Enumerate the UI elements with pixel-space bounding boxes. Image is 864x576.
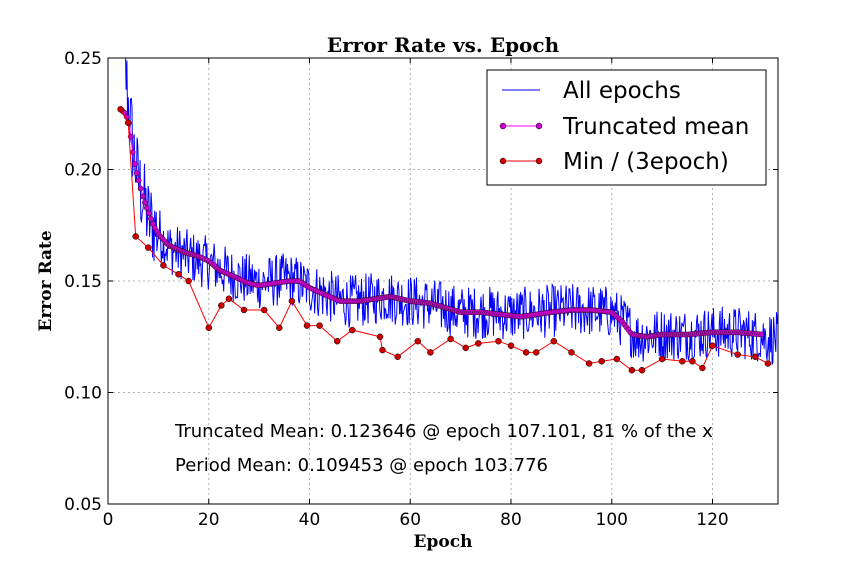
x-tick-label: 20 [198, 510, 220, 530]
min-3epoch-point [679, 358, 686, 365]
min-3epoch-point [462, 344, 469, 352]
min-3epoch-point [205, 324, 213, 332]
truncated-mean-point [139, 193, 146, 200]
min-3epoch-point [175, 271, 182, 278]
truncated-mean-point [135, 177, 142, 184]
truncated-mean-point [129, 149, 136, 155]
min-3epoch-point [550, 337, 558, 345]
truncated-mean-point [147, 215, 154, 222]
series-line-all-epochs [121, 58, 778, 366]
min-3epoch-point [628, 366, 636, 374]
min-3epoch-point [699, 364, 706, 372]
min-3epoch-point [507, 342, 515, 349]
min-3epoch-point [658, 355, 666, 363]
min-3epoch-point [585, 360, 593, 367]
truncated-mean-point [758, 331, 765, 338]
min-3epoch-point [709, 342, 716, 349]
y-tick-label: 0.10 [64, 384, 102, 404]
plot-area [117, 58, 778, 374]
truncated-mean-point [131, 161, 138, 167]
x-tick-label: 100 [596, 510, 628, 530]
x-tick-label: 60 [399, 510, 421, 530]
min-3epoch-point [379, 346, 386, 354]
x-tick-label: 80 [500, 510, 522, 530]
min-3epoch-point [495, 337, 502, 345]
min-3epoch-point [734, 351, 741, 358]
min-3epoch-point [532, 349, 540, 356]
truncated-mean-annotation: Truncated Mean: 0.123646 @ epoch 107.101… [174, 421, 713, 442]
min-3epoch-point [160, 262, 167, 269]
legend-marker-min-3epoch [499, 157, 507, 165]
x-tick-label: 120 [696, 510, 728, 530]
min-3epoch-point [303, 322, 311, 329]
min-3epoch-point [316, 322, 323, 329]
legend-label-min-3epoch: Min / (3epoch) [563, 149, 729, 175]
min-3epoch-point [568, 349, 575, 356]
min-3epoch-point [689, 358, 696, 365]
period-mean-annotation: Period Mean: 0.109453 @ epoch 103.776 [175, 455, 548, 476]
y-tick-label: 0.25 [64, 49, 102, 69]
legend-marker-truncated-mean [535, 122, 543, 130]
min-3epoch-point [276, 324, 283, 332]
y-axis-label: Error Rate [36, 230, 56, 331]
min-3epoch-point [764, 360, 772, 367]
chart-title: Error Rate vs. Epoch [327, 33, 560, 57]
min-3epoch-point [185, 277, 192, 285]
min-3epoch-point [394, 353, 401, 361]
min-3epoch-point [349, 326, 356, 334]
y-tick-label: 0.05 [64, 495, 102, 515]
truncated-mean-point [133, 170, 140, 176]
min-3epoch-point [638, 366, 646, 374]
min-3epoch-point [376, 333, 384, 341]
legend-box [486, 69, 767, 186]
min-3epoch-point [414, 337, 422, 345]
min-3epoch-point [613, 355, 621, 363]
truncated-mean-point [137, 185, 144, 192]
min-3epoch-point [288, 297, 296, 305]
y-tick-label: 0.20 [64, 161, 102, 181]
legend-label-all-epochs: All epochs [563, 78, 681, 104]
x-tick-label: 0 [103, 510, 114, 530]
legend-label-truncated-mean: Truncated mean [562, 114, 749, 140]
axis-ticks: 0 20 40 60 80 100 120 0.05 0.10 0.15 0.20 0.25 [64, 49, 778, 530]
legend-marker-min-3epoch [535, 157, 543, 165]
min-3epoch-point [225, 295, 233, 303]
min-3epoch-point [752, 353, 759, 361]
legend: All epochs Truncated mean Min / (3epoch) [486, 69, 767, 186]
min-3epoch-point [117, 106, 124, 113]
min-3epoch-point [522, 349, 530, 356]
min-3epoch-point [124, 119, 132, 126]
min-3epoch-point [598, 358, 605, 365]
min-3epoch-point [145, 244, 152, 251]
min-3epoch-point [427, 349, 434, 356]
gridlines [108, 58, 778, 504]
min-3epoch-point [475, 340, 482, 347]
x-axis-label: Epoch [414, 532, 473, 552]
truncated-mean-point [145, 210, 152, 216]
x-tick-label: 40 [299, 510, 321, 530]
min-3epoch-point [132, 233, 139, 240]
legend-marker-truncated-mean [499, 122, 507, 130]
min-3epoch-point [240, 306, 248, 314]
min-3epoch-point [218, 302, 225, 309]
min-3epoch-point [333, 337, 341, 345]
min-3epoch-point [447, 335, 454, 343]
min-3epoch-point [260, 306, 268, 314]
y-tick-label: 0.15 [64, 272, 102, 292]
truncated-mean-point [143, 205, 150, 211]
truncated-mean-point [141, 199, 148, 206]
